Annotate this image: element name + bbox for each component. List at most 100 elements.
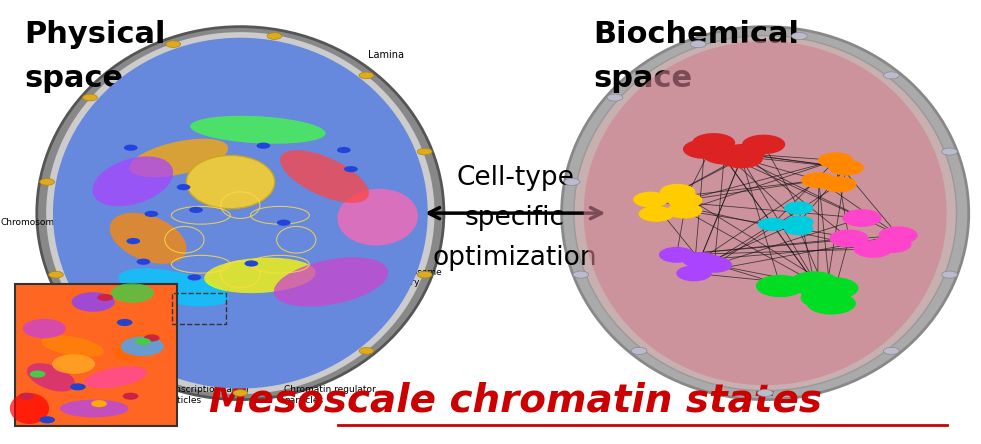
Circle shape (784, 202, 813, 215)
Text: Lamina: Lamina (368, 51, 404, 60)
Ellipse shape (884, 72, 900, 79)
Circle shape (806, 292, 855, 314)
Circle shape (336, 147, 350, 153)
Circle shape (872, 235, 911, 253)
Ellipse shape (60, 400, 129, 417)
Ellipse shape (274, 258, 388, 307)
Circle shape (117, 319, 132, 326)
Circle shape (676, 266, 711, 281)
Circle shape (29, 370, 45, 377)
Text: space: space (25, 64, 124, 93)
Ellipse shape (757, 389, 773, 396)
Circle shape (829, 230, 868, 247)
Ellipse shape (37, 27, 444, 400)
Text: Physical: Physical (25, 20, 166, 49)
Ellipse shape (359, 348, 374, 354)
Ellipse shape (53, 38, 428, 388)
Circle shape (843, 209, 882, 227)
Ellipse shape (204, 258, 316, 293)
FancyBboxPatch shape (15, 284, 177, 426)
Circle shape (127, 238, 140, 244)
Circle shape (809, 277, 858, 299)
Circle shape (70, 383, 85, 390)
Circle shape (818, 152, 853, 168)
Circle shape (187, 274, 201, 281)
Ellipse shape (564, 178, 580, 186)
Circle shape (801, 172, 837, 188)
Circle shape (691, 254, 726, 270)
Circle shape (742, 135, 785, 154)
Circle shape (829, 159, 864, 175)
Circle shape (756, 275, 805, 297)
Ellipse shape (359, 72, 374, 79)
Circle shape (853, 240, 893, 258)
Text: Transcription factor
particles: Transcription factor particles (162, 385, 249, 405)
Ellipse shape (49, 271, 64, 278)
Ellipse shape (41, 335, 104, 357)
Ellipse shape (584, 41, 947, 385)
Circle shape (72, 292, 115, 312)
Text: Mesoscale chromatin states: Mesoscale chromatin states (209, 381, 821, 420)
Circle shape (660, 184, 696, 200)
Ellipse shape (417, 271, 432, 278)
Circle shape (667, 202, 702, 218)
Circle shape (344, 166, 358, 172)
Circle shape (697, 257, 732, 273)
Text: optimization: optimization (433, 245, 597, 270)
Ellipse shape (607, 94, 623, 101)
Text: Biochemical: Biochemical (594, 20, 800, 49)
Ellipse shape (190, 116, 326, 144)
Circle shape (659, 247, 695, 263)
Text: Cell-type: Cell-type (456, 165, 574, 190)
Ellipse shape (691, 40, 706, 48)
Circle shape (189, 207, 203, 213)
Circle shape (821, 176, 856, 192)
Circle shape (91, 400, 107, 407)
Ellipse shape (113, 332, 162, 361)
Circle shape (97, 294, 113, 301)
Circle shape (784, 222, 813, 235)
Ellipse shape (562, 27, 969, 400)
Text: Nucleolus: Nucleolus (88, 111, 136, 120)
Circle shape (111, 283, 154, 303)
Ellipse shape (40, 178, 55, 185)
Ellipse shape (45, 31, 436, 395)
Circle shape (702, 145, 746, 165)
Circle shape (683, 139, 726, 159)
Ellipse shape (82, 94, 97, 101)
Circle shape (144, 334, 160, 341)
Ellipse shape (942, 148, 957, 155)
Circle shape (879, 226, 918, 244)
Circle shape (639, 206, 674, 222)
Circle shape (244, 260, 258, 266)
Text: Chromosome
territory: Chromosome territory (383, 268, 442, 287)
Circle shape (667, 192, 702, 208)
Ellipse shape (110, 213, 186, 264)
Ellipse shape (337, 189, 418, 246)
Text: Transcription
factory: Transcription factory (64, 212, 122, 232)
Text: Chromosome: Chromosome (1, 218, 61, 226)
Text: Nuclear pore: Nuclear pore (191, 51, 254, 60)
Circle shape (123, 392, 138, 400)
Ellipse shape (26, 363, 76, 392)
Circle shape (682, 252, 717, 268)
Ellipse shape (107, 348, 122, 354)
Circle shape (692, 133, 735, 153)
Ellipse shape (631, 347, 646, 354)
Circle shape (800, 287, 850, 309)
Circle shape (19, 392, 34, 400)
Ellipse shape (10, 393, 49, 424)
Circle shape (256, 143, 270, 149)
Circle shape (757, 218, 787, 231)
Circle shape (722, 144, 765, 163)
Ellipse shape (166, 41, 181, 48)
Circle shape (633, 192, 668, 208)
Circle shape (177, 184, 190, 190)
Circle shape (794, 274, 843, 297)
Ellipse shape (267, 33, 282, 40)
Ellipse shape (84, 366, 147, 388)
Text: specific: specific (465, 205, 565, 230)
Circle shape (121, 337, 164, 356)
Circle shape (277, 220, 290, 226)
Circle shape (144, 211, 158, 217)
